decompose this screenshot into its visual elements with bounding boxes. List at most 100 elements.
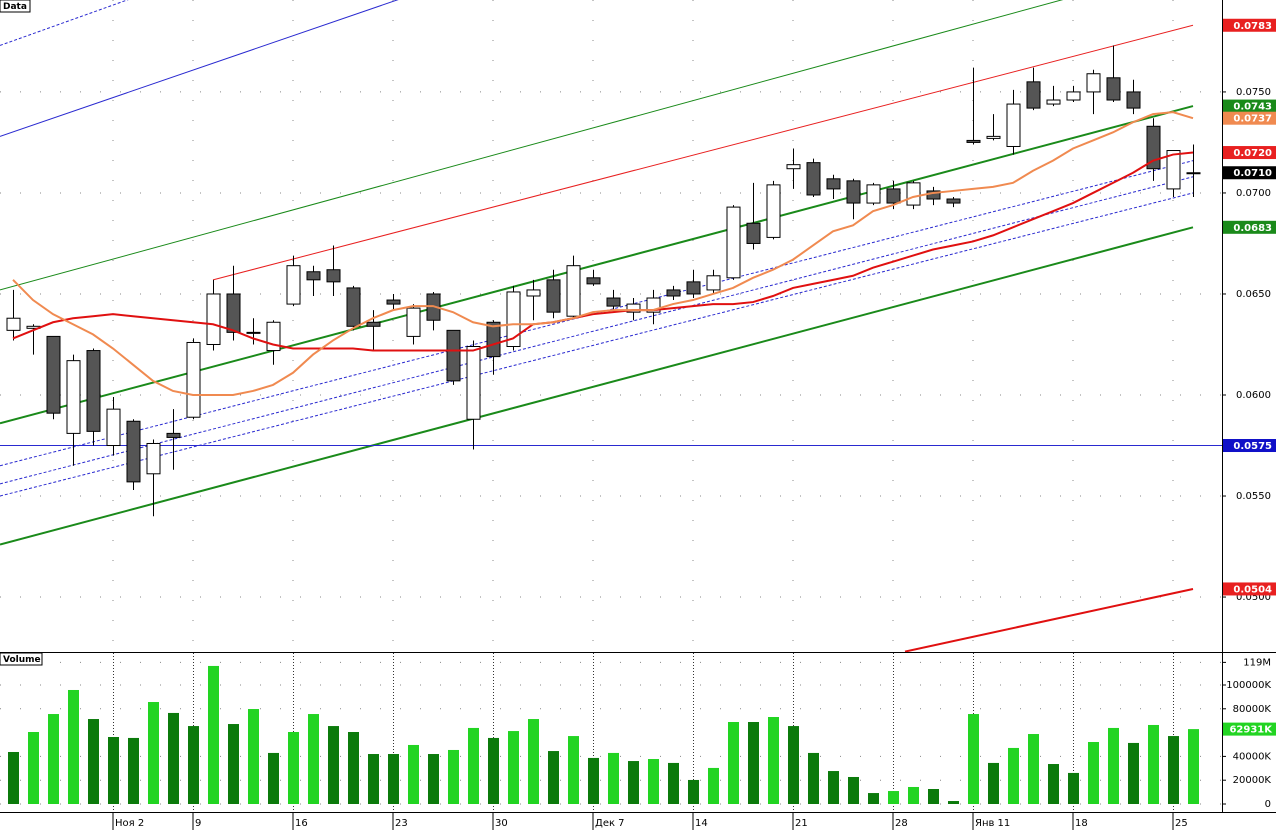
volume-bar bbox=[888, 791, 899, 804]
candle-body bbox=[846, 180, 861, 204]
y-tick-label: 0 bbox=[1265, 799, 1271, 810]
price-label-box bbox=[1223, 722, 1276, 736]
candle-body bbox=[1126, 91, 1141, 109]
price-label: 0.0737 bbox=[1233, 114, 1272, 125]
volume-bar bbox=[8, 751, 19, 804]
candle-body bbox=[146, 442, 161, 475]
panel-title-box bbox=[0, 652, 43, 666]
candle-body bbox=[126, 420, 141, 483]
candle-body bbox=[586, 277, 601, 285]
candle-body bbox=[1066, 91, 1081, 101]
y-tick-label: 0.0600 bbox=[1236, 390, 1271, 401]
volume-bar bbox=[928, 789, 939, 804]
volume-bar bbox=[48, 714, 59, 804]
price-label-box bbox=[1223, 146, 1276, 160]
x-tick-label: 25 bbox=[1175, 818, 1188, 829]
candle-body bbox=[386, 299, 401, 305]
candle-body bbox=[566, 265, 581, 317]
volume-bar bbox=[1188, 729, 1199, 804]
volume-bar bbox=[1048, 764, 1059, 804]
candle-body bbox=[226, 293, 241, 333]
candle-body bbox=[1106, 77, 1121, 101]
x-tick-label: Дек 7 bbox=[595, 818, 625, 829]
volume-bar bbox=[1028, 734, 1039, 804]
candle-body bbox=[66, 360, 81, 434]
volume-bar bbox=[408, 744, 419, 804]
candle-body bbox=[806, 162, 821, 196]
x-tick-label: 28 bbox=[895, 818, 908, 829]
candle-body bbox=[786, 164, 801, 170]
volume-bar bbox=[248, 709, 259, 804]
y-tick-label: 100000K bbox=[1226, 680, 1271, 691]
price-label: 0.0720 bbox=[1233, 148, 1272, 159]
candle-body bbox=[666, 289, 681, 297]
candle-body bbox=[406, 307, 421, 337]
candle-body bbox=[166, 432, 181, 438]
candle-body bbox=[1046, 99, 1061, 105]
volume-bar bbox=[828, 771, 839, 804]
y-tick-label: 40000K bbox=[1233, 751, 1272, 762]
volume-bar bbox=[1068, 772, 1079, 804]
candle-body bbox=[206, 293, 221, 345]
price-label-box bbox=[1223, 111, 1276, 125]
volume-bar bbox=[308, 714, 319, 804]
volume-bar bbox=[28, 731, 39, 804]
volume-bar bbox=[588, 757, 599, 804]
price-label: 0.0783 bbox=[1233, 21, 1272, 32]
price-label: 0.0710 bbox=[1233, 168, 1272, 179]
candle-body bbox=[466, 346, 481, 420]
volume-bar bbox=[708, 767, 719, 804]
candle-body bbox=[526, 289, 541, 297]
volume-bar bbox=[228, 724, 239, 804]
candle-body bbox=[326, 269, 341, 283]
volume-bar bbox=[328, 726, 339, 804]
candle-body bbox=[826, 178, 841, 190]
price-label-box bbox=[1223, 220, 1276, 234]
volume-bar bbox=[108, 736, 119, 804]
x-tick-label: 14 bbox=[695, 818, 708, 829]
candle-body bbox=[906, 182, 921, 206]
volume-bar bbox=[368, 754, 379, 804]
trend-line bbox=[0, 176, 1194, 485]
trend-line bbox=[0, 0, 399, 137]
trend-line bbox=[212, 24, 1194, 281]
volume-bar bbox=[128, 737, 139, 804]
volume-bar bbox=[168, 712, 179, 804]
candle-body bbox=[506, 291, 521, 348]
volume-bar bbox=[748, 722, 759, 804]
price-label-box bbox=[1223, 166, 1276, 180]
y-tick-label: 0.0750 bbox=[1236, 87, 1271, 98]
price-label: 0.0683 bbox=[1233, 223, 1272, 234]
trend-line bbox=[0, 226, 1194, 546]
volume-bar bbox=[948, 801, 959, 804]
volume-bar bbox=[1148, 724, 1159, 804]
y-tick-label: 0.0650 bbox=[1236, 289, 1271, 300]
candle-body bbox=[546, 279, 561, 313]
volume-bar bbox=[208, 665, 219, 804]
y-tick-label: 119M bbox=[1243, 657, 1271, 668]
candle-body bbox=[1086, 73, 1101, 93]
panel-title: Data bbox=[3, 2, 27, 12]
candle-body bbox=[706, 275, 721, 291]
volume-bar bbox=[988, 762, 999, 804]
trend-line bbox=[0, 0, 129, 46]
volume-bar bbox=[768, 717, 779, 804]
price-label-box bbox=[1223, 582, 1276, 596]
volume-bar bbox=[788, 726, 799, 804]
candle-body bbox=[6, 317, 21, 331]
x-tick-label: 9 bbox=[195, 818, 201, 829]
price-label: 62931K bbox=[1229, 725, 1273, 736]
volume-bar bbox=[188, 726, 199, 804]
volume-bar bbox=[908, 786, 919, 804]
axes: 0.0750 0.0700 0.0650 0.0600 0.0550 0.0500 0.07… bbox=[112, 18, 1276, 830]
volume-bar bbox=[388, 754, 399, 804]
price-label: 0.0575 bbox=[1233, 441, 1272, 452]
volume-bar bbox=[488, 737, 499, 804]
x-tick-label: 16 bbox=[295, 818, 308, 829]
x-tick-label: Янв 11 bbox=[975, 818, 1010, 829]
panel-title: Volume bbox=[3, 655, 41, 665]
price-label: 0.0504 bbox=[1233, 584, 1272, 595]
x-tick-label: 30 bbox=[495, 818, 508, 829]
candle-body bbox=[46, 335, 61, 414]
